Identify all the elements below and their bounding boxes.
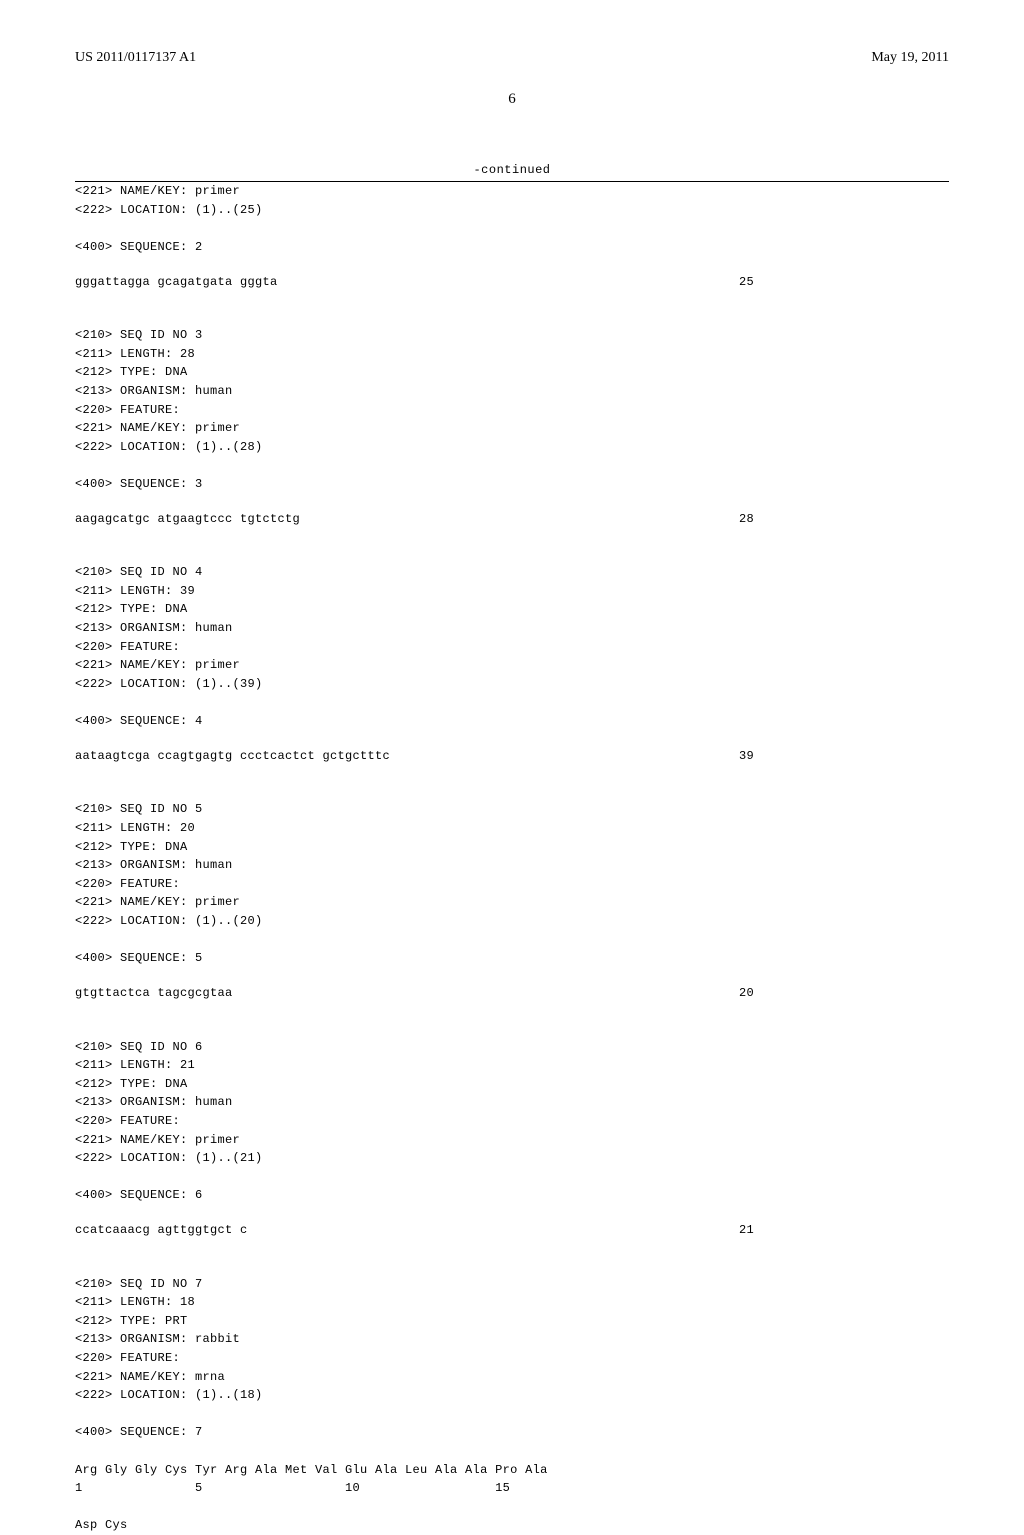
seq6-meta-4: <213> ORGANISM: human	[75, 1093, 949, 1112]
blank	[75, 968, 949, 987]
page-header: US 2011/0117137 A1 May 19, 2011	[75, 50, 949, 66]
seq4-position: 39	[739, 749, 949, 763]
seq6-sequence: ccatcaaacg agttggtgct c	[75, 1223, 248, 1237]
seq6-position: 21	[739, 1223, 949, 1237]
seq7-meta-3: <212> TYPE: PRT	[75, 1312, 949, 1331]
blank	[75, 1442, 949, 1461]
seq5-meta-4: <213> ORGANISM: human	[75, 856, 949, 875]
seq3-position: 28	[739, 512, 949, 526]
seq4-meta-5: <220> FEATURE:	[75, 638, 949, 657]
seq3-meta-2: <211> LENGTH: 28	[75, 345, 949, 364]
blank	[75, 456, 949, 475]
publication-number: US 2011/0117137 A1	[75, 50, 196, 66]
seq2-meta-2: <222> LOCATION: (1)..(25)	[75, 201, 949, 220]
seq5-sequence-row: gtgttactca tagcgcgtaa 20	[75, 986, 949, 1000]
seq6-meta-7: <222> LOCATION: (1)..(21)	[75, 1149, 949, 1168]
blank	[75, 693, 949, 712]
blank	[75, 1205, 949, 1224]
seq4-sequence-row: aataagtcga ccagtgagtg ccctcactct gctgctt…	[75, 749, 949, 763]
seq4-label: <400> SEQUENCE: 4	[75, 712, 949, 731]
seq7-meta-4: <213> ORGANISM: rabbit	[75, 1330, 949, 1349]
seq6-meta-2: <211> LENGTH: 21	[75, 1056, 949, 1075]
seq7-meta-5: <220> FEATURE:	[75, 1349, 949, 1368]
seq4-meta-1: <210> SEQ ID NO 4	[75, 563, 949, 582]
seq3-meta-6: <221> NAME/KEY: primer	[75, 419, 949, 438]
blank	[75, 219, 949, 238]
seq5-sequence: gtgttactca tagcgcgtaa	[75, 986, 233, 1000]
seq3-sequence-row: aagagcatgc atgaagtccc tgtctctg 28	[75, 512, 949, 526]
seq3-sequence: aagagcatgc atgaagtccc tgtctctg	[75, 512, 300, 526]
seq4-meta-3: <212> TYPE: DNA	[75, 600, 949, 619]
seq2-sequence: gggattagga gcagatgata gggta	[75, 275, 278, 289]
blank	[75, 494, 949, 513]
seq6-meta-6: <221> NAME/KEY: primer	[75, 1131, 949, 1150]
seq6-meta-5: <220> FEATURE:	[75, 1112, 949, 1131]
continued-label: -continued	[75, 163, 949, 177]
blank	[75, 931, 949, 950]
blank	[75, 289, 949, 308]
seq3-label: <400> SEQUENCE: 3	[75, 475, 949, 494]
seq7-meta-7: <222> LOCATION: (1)..(18)	[75, 1386, 949, 1405]
blank	[75, 782, 949, 801]
seq2-sequence-row: gggattagga gcagatgata gggta 25	[75, 275, 949, 289]
seq3-meta-4: <213> ORGANISM: human	[75, 382, 949, 401]
seq2-position: 25	[739, 275, 949, 289]
blank	[75, 1256, 949, 1275]
blank	[75, 1000, 949, 1019]
seq5-position: 20	[739, 986, 949, 1000]
seq5-meta-6: <221> NAME/KEY: primer	[75, 893, 949, 912]
seq4-meta-6: <221> NAME/KEY: primer	[75, 656, 949, 675]
publication-date: May 19, 2011	[871, 50, 949, 66]
seq5-meta-5: <220> FEATURE:	[75, 875, 949, 894]
seq6-label: <400> SEQUENCE: 6	[75, 1186, 949, 1205]
seq4-meta-7: <222> LOCATION: (1)..(39)	[75, 675, 949, 694]
seq3-meta-1: <210> SEQ ID NO 3	[75, 326, 949, 345]
blank	[75, 1405, 949, 1424]
blank	[75, 526, 949, 545]
seq6-meta-1: <210> SEQ ID NO 6	[75, 1038, 949, 1057]
seq7-protein-line: Arg Gly Gly Cys Tyr Arg Ala Met Val Glu …	[75, 1461, 949, 1480]
seq3-meta-7: <222> LOCATION: (1)..(28)	[75, 438, 949, 457]
seq4-meta-4: <213> ORGANISM: human	[75, 619, 949, 638]
blank	[75, 763, 949, 782]
blank	[75, 545, 949, 564]
seq5-meta-1: <210> SEQ ID NO 5	[75, 800, 949, 819]
blank	[75, 1498, 949, 1517]
seq5-meta-3: <212> TYPE: DNA	[75, 838, 949, 857]
blank	[75, 731, 949, 750]
blank	[75, 308, 949, 327]
seq4-sequence: aataagtcga ccagtgagtg ccctcactct gctgctt…	[75, 749, 390, 763]
seq3-meta-5: <220> FEATURE:	[75, 401, 949, 420]
seq5-meta-2: <211> LENGTH: 20	[75, 819, 949, 838]
seq6-sequence-row: ccatcaaacg agttggtgct c 21	[75, 1223, 949, 1237]
seq5-label: <400> SEQUENCE: 5	[75, 949, 949, 968]
seq2-label: <400> SEQUENCE: 2	[75, 238, 949, 257]
seq7-meta-6: <221> NAME/KEY: mrna	[75, 1368, 949, 1387]
seq3-meta-3: <212> TYPE: DNA	[75, 363, 949, 382]
seq7-num-line: 1 5 10 15	[75, 1479, 949, 1498]
seq7-protein-line2: Asp Cys	[75, 1516, 949, 1535]
blank	[75, 1019, 949, 1038]
seq6-meta-3: <212> TYPE: DNA	[75, 1075, 949, 1094]
blank	[75, 1237, 949, 1256]
seq4-meta-2: <211> LENGTH: 39	[75, 582, 949, 601]
seq5-meta-7: <222> LOCATION: (1)..(20)	[75, 912, 949, 931]
page-number: 6	[75, 91, 949, 108]
seq7-meta-2: <211> LENGTH: 18	[75, 1293, 949, 1312]
blank	[75, 256, 949, 275]
seq7-meta-1: <210> SEQ ID NO 7	[75, 1275, 949, 1294]
seq2-meta-1: <221> NAME/KEY: primer	[75, 182, 949, 201]
blank	[75, 1168, 949, 1187]
seq7-label: <400> SEQUENCE: 7	[75, 1423, 949, 1442]
